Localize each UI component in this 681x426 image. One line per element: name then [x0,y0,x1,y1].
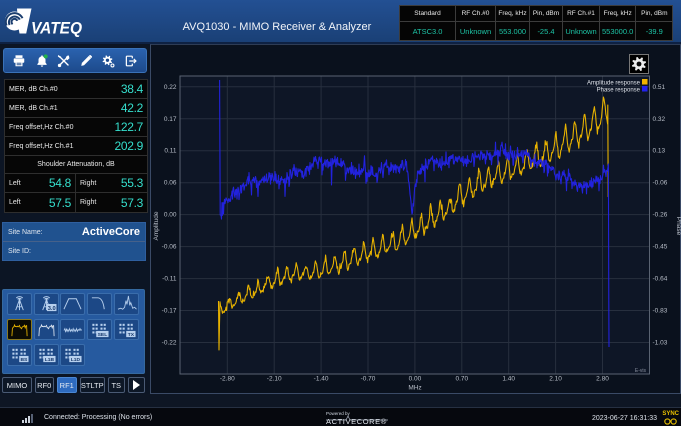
svg-text:0.13: 0.13 [653,148,666,155]
svg-text:-0.70: -0.70 [361,376,376,383]
svg-text:MHz: MHz [408,385,421,392]
svg-text:TX: TX [128,332,135,338]
svg-text:2.10: 2.10 [549,376,562,383]
svg-text:-0.11: -0.11 [162,276,177,283]
svg-text:0.11: 0.11 [164,148,177,155]
svg-text:Amplitude response: Amplitude response [587,81,641,87]
svg-text:-2.80: -2.80 [220,376,235,383]
svg-text:0.06: 0.06 [164,180,177,187]
svg-text:Phase: Phase [675,217,681,236]
svg-text:VATEQ: VATEQ [31,19,82,38]
svg-text:-0.26: -0.26 [653,212,668,219]
svg-text:L1B: L1B [44,357,54,363]
svg-text:-0.83: -0.83 [653,308,668,315]
svg-text:-2.10: -2.10 [267,376,282,383]
svg-text:3.0: 3.0 [47,306,55,312]
svg-text:BS: BS [20,357,28,363]
svg-text:Phase response: Phase response [597,88,641,94]
svg-text:-0.64: -0.64 [653,276,668,283]
svg-text:Amplitude: Amplitude [153,211,160,240]
svg-text:-0.17: -0.17 [162,308,177,315]
svg-text:0.00: 0.00 [164,212,177,219]
svg-text:-0.06: -0.06 [653,180,668,187]
svg-text:L1D: L1D [71,357,81,363]
svg-text:0.22: 0.22 [164,84,177,91]
svg-text:-0.22: -0.22 [162,340,177,347]
svg-text:2.80: 2.80 [596,376,609,383]
svg-text:0.70: 0.70 [455,376,468,383]
svg-text:0.51: 0.51 [653,84,666,91]
svg-text:1.40: 1.40 [502,376,515,383]
svg-text:-1.40: -1.40 [314,376,329,383]
svg-text:-1.03: -1.03 [653,340,668,347]
svg-text:0.32: 0.32 [653,116,666,123]
svg-text:0.00: 0.00 [409,376,422,383]
svg-text:SEL: SEL [98,332,108,338]
svg-text:E-vis: E-vis [635,368,647,374]
svg-text:-0.45: -0.45 [653,244,668,251]
svg-text:-0.06: -0.06 [162,244,177,251]
svg-text:0.17: 0.17 [164,116,177,123]
